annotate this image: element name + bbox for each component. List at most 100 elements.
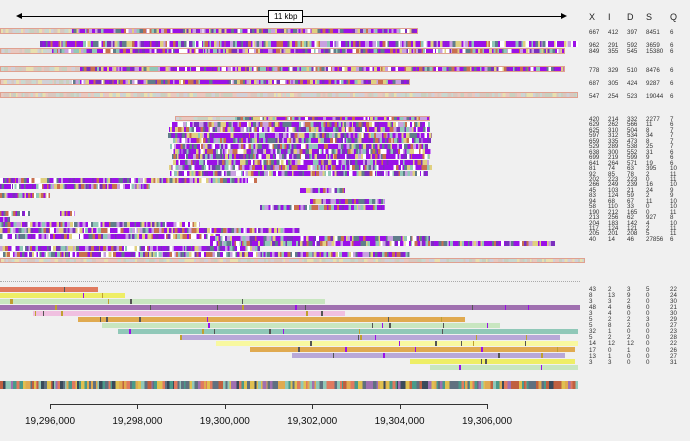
read-alignment[interactable] xyxy=(169,127,430,133)
read-alignment[interactable] xyxy=(0,287,98,292)
read-alignment[interactable] xyxy=(0,305,580,310)
table-cell: 538 xyxy=(627,143,638,151)
read-alignment[interactable] xyxy=(310,199,385,204)
mismatch-mark xyxy=(414,347,417,352)
read-alignment[interactable] xyxy=(172,154,430,160)
mismatch-mark xyxy=(475,335,478,340)
mismatch-mark xyxy=(208,323,210,328)
table-cell: 202 xyxy=(589,175,600,183)
read-alignment[interactable] xyxy=(0,222,200,227)
read-alignment[interactable] xyxy=(0,184,150,189)
read-alignment[interactable] xyxy=(0,66,565,72)
read-alignment[interactable] xyxy=(102,323,500,328)
read-alignment[interactable] xyxy=(170,122,430,127)
read-alignment[interactable] xyxy=(33,311,345,316)
table-cell: 40 xyxy=(589,235,596,243)
table-cell: 849 xyxy=(589,48,600,55)
read-alignment[interactable] xyxy=(172,149,431,154)
read-alignment[interactable] xyxy=(0,193,50,198)
read-alignment[interactable] xyxy=(170,170,428,176)
read-alignment[interactable] xyxy=(430,365,578,370)
table-cell: 3 xyxy=(589,310,593,318)
table-cell: 6 xyxy=(670,148,674,156)
table-cell: 11 xyxy=(646,197,653,205)
table-cell: 27856 xyxy=(646,235,664,243)
table-cell: 201 xyxy=(608,230,619,238)
read-alignment[interactable] xyxy=(0,246,260,251)
table-cell: 266 xyxy=(589,181,600,189)
read-alignment[interactable] xyxy=(0,293,125,298)
table-cell: 778 xyxy=(589,67,600,74)
table-cell: 11 xyxy=(646,121,653,129)
read-alignment[interactable] xyxy=(169,165,432,171)
read-alignment[interactable] xyxy=(210,241,555,246)
mismatch-mark xyxy=(206,317,209,322)
read-alignment[interactable] xyxy=(210,236,430,241)
read-alignment[interactable] xyxy=(250,347,575,352)
table-cell: 0 xyxy=(627,358,631,366)
table-cell: 9 xyxy=(670,192,674,200)
table-cell: 0 xyxy=(646,310,650,318)
mismatch-mark xyxy=(241,299,244,304)
table-cell: 523 xyxy=(627,93,638,100)
read-alignment[interactable] xyxy=(0,258,585,263)
table-cell: 473 xyxy=(627,137,638,145)
read-alignment[interactable] xyxy=(175,116,430,121)
read-alignment[interactable] xyxy=(173,159,429,165)
read-alignment[interactable] xyxy=(216,341,578,346)
read-alignment[interactable] xyxy=(0,234,220,239)
mismatch-mark xyxy=(556,347,559,352)
read-alignment[interactable] xyxy=(410,359,575,364)
read-alignment[interactable] xyxy=(168,132,432,138)
read-alignment[interactable] xyxy=(0,178,257,183)
read-alignment[interactable] xyxy=(0,228,300,233)
table-cell: 22 xyxy=(670,286,677,293)
read-alignment[interactable] xyxy=(0,79,410,85)
read-alignment[interactable] xyxy=(118,329,578,334)
table-cell: 8476 xyxy=(646,67,660,74)
read-alignment[interactable] xyxy=(0,28,418,34)
table-cell: 424 xyxy=(627,80,638,87)
read-alignment[interactable] xyxy=(0,48,565,54)
table-cell: 117 xyxy=(589,225,599,232)
table-cell: 11 xyxy=(670,225,677,232)
table-cell: 83 xyxy=(589,192,596,200)
table-cell: 927 xyxy=(646,214,657,222)
axis-tick-label: 19,298,000 xyxy=(112,416,163,427)
read-alignment[interactable] xyxy=(300,188,345,193)
read-alignment[interactable] xyxy=(40,41,578,47)
mismatch-mark xyxy=(282,329,285,334)
table-cell: 124 xyxy=(608,225,619,232)
read-alignment[interactable] xyxy=(60,211,75,216)
read-alignment[interactable] xyxy=(173,138,431,144)
read-alignment[interactable] xyxy=(0,211,30,216)
table-cell: 19 xyxy=(646,159,653,167)
read-alignment[interactable] xyxy=(260,205,385,210)
mismatch-mark xyxy=(360,335,362,340)
read-alignment[interactable] xyxy=(292,353,565,358)
axis-tick-label: 19,306,000 xyxy=(461,416,513,427)
table-cell: 214 xyxy=(608,116,619,123)
read-alignment[interactable] xyxy=(0,92,578,98)
table-cell: 205 xyxy=(589,230,600,238)
read-alignment[interactable] xyxy=(78,317,465,322)
mismatch-mark xyxy=(269,329,271,334)
table-cell: 7 xyxy=(670,126,674,134)
read-alignment[interactable] xyxy=(170,143,428,149)
read-alignment[interactable] xyxy=(180,335,560,340)
table-cell: 3 xyxy=(608,358,612,366)
table-cell: 4 xyxy=(646,219,650,227)
table-cell: 6 xyxy=(670,48,674,55)
read-alignment[interactable] xyxy=(0,252,410,257)
table-cell: 3 xyxy=(627,286,631,293)
table-cell: 699 xyxy=(589,154,600,162)
table-cell: 7 xyxy=(670,143,674,151)
read-alignment[interactable] xyxy=(0,381,578,389)
table-cell: 58 xyxy=(589,203,596,211)
mismatch-mark xyxy=(130,299,132,304)
axis-tick xyxy=(224,404,226,409)
table-cell: 3 xyxy=(608,298,612,306)
read-alignment[interactable] xyxy=(0,299,325,304)
mismatch-mark xyxy=(374,335,377,340)
read-alignment[interactable] xyxy=(0,217,10,222)
